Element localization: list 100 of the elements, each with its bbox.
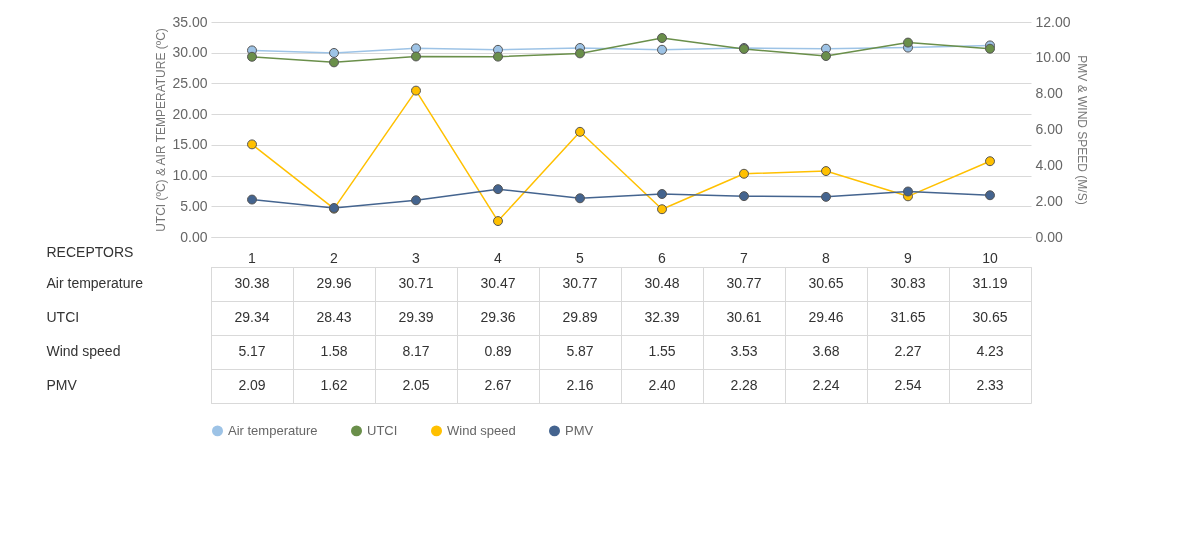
data-label: 8.17 <box>402 343 430 359</box>
data-label: 29.34 <box>234 309 270 325</box>
y-tick-label: 10.00 <box>172 167 208 184</box>
data-label: 3.68 <box>812 343 840 359</box>
point <box>903 37 913 48</box>
point <box>903 186 913 197</box>
point <box>493 51 503 62</box>
data-label: 30.47 <box>480 275 516 291</box>
y2-tick-label: 6.00 <box>1035 121 1063 137</box>
point <box>739 191 749 202</box>
y2-tick-label: 12.00 <box>1035 13 1071 30</box>
point <box>575 126 585 137</box>
data-label: 30.61 <box>726 309 762 325</box>
legend-label: Air temperature <box>228 422 318 438</box>
data-label: 31.65 <box>890 309 926 325</box>
y-tick-label: 25.00 <box>172 74 208 91</box>
point <box>493 216 503 227</box>
data-label: 29.96 <box>316 275 352 291</box>
point <box>247 139 257 150</box>
data-label: 1.58 <box>320 343 348 359</box>
text: PMV <box>46 377 77 393</box>
y2-tick-label: 2.00 <box>1035 192 1063 209</box>
x-tick-label: 10 <box>982 249 998 266</box>
y2-tick-label: 4.00 <box>1035 156 1063 173</box>
data-label: 2.09 <box>238 377 266 393</box>
data-label: 29.39 <box>398 309 434 325</box>
x-tick-label: 2 <box>330 249 339 266</box>
data-label: 2.28 <box>730 377 758 393</box>
y-axis-title: UTCI (ºC) & AIR TEMPERATURE (ºC) <box>154 28 169 232</box>
point <box>657 44 667 55</box>
data-label: 29.46 <box>808 309 844 325</box>
text: Air temperature <box>46 275 143 291</box>
point <box>575 193 585 204</box>
point <box>411 85 421 96</box>
x-tick-label: 5 <box>576 249 585 266</box>
text: UTCI <box>46 309 80 325</box>
point <box>329 48 339 58</box>
data-label: 2.40 <box>648 377 676 393</box>
y2-axis-title: PMV & WIND SPEED (M/S) <box>1074 55 1089 205</box>
y2-tick-label: 8.00 <box>1035 85 1063 102</box>
point <box>821 51 831 61</box>
data-label: 2.54 <box>894 377 922 393</box>
point <box>657 204 667 215</box>
data-label: 28.43 <box>316 309 352 325</box>
data-label: 1.62 <box>320 377 348 393</box>
x-tick-label: 8 <box>822 249 831 266</box>
y-tick-label: 15.00 <box>172 136 208 153</box>
point <box>247 51 257 62</box>
y-tick-label: 35.00 <box>172 13 208 30</box>
y2-tick-label: 0.00 <box>1035 228 1063 245</box>
data-label: 2.16 <box>566 377 594 393</box>
legend-label: UTCI <box>367 422 398 438</box>
data-label: 0.89 <box>484 343 512 359</box>
y-tick-label: 5.00 <box>180 197 208 214</box>
point <box>821 166 831 177</box>
y2-tick-label: 10.00 <box>1035 49 1071 66</box>
y-tick-label: 0.00 <box>180 228 208 245</box>
legend-label: Wind speed <box>447 422 516 438</box>
data-label: 30.65 <box>808 275 844 291</box>
point <box>247 194 257 205</box>
data-label: 5.17 <box>238 343 266 359</box>
point <box>411 43 421 54</box>
data-label: 30.38 <box>234 275 270 291</box>
point <box>493 184 503 195</box>
point <box>657 33 667 43</box>
x-tick-label: 6 <box>658 249 667 266</box>
point <box>411 195 421 206</box>
x-tick-label: 4 <box>494 249 503 266</box>
point <box>411 51 421 62</box>
data-label: 2.24 <box>812 377 840 393</box>
x-tick-label: 1 <box>248 249 257 266</box>
x-axis-title: RECEPTORS <box>46 243 134 260</box>
data-label: 30.48 <box>644 275 680 291</box>
x-tick-label: 9 <box>904 249 913 266</box>
point <box>739 168 749 179</box>
y-tick-label: 30.00 <box>172 44 208 61</box>
point <box>985 190 995 201</box>
y-tick-label: 20.00 <box>172 105 208 122</box>
data-label: 31.19 <box>972 275 1008 291</box>
data-label: 3.53 <box>730 343 758 359</box>
data-label: 2.33 <box>976 377 1004 393</box>
data-label: 30.65 <box>972 309 1008 325</box>
data-label: 29.89 <box>562 309 598 325</box>
data-label: 30.83 <box>890 275 926 291</box>
x-tick-label: 3 <box>412 249 421 266</box>
text: Wind speed <box>46 343 121 359</box>
data-label: 30.77 <box>562 275 598 291</box>
data-label: 2.27 <box>894 343 922 359</box>
point <box>821 191 831 202</box>
data-label: 4.23 <box>976 343 1004 359</box>
data-label: 5.87 <box>566 343 594 359</box>
data-label: 29.36 <box>480 309 516 325</box>
point <box>985 156 995 167</box>
data-label: 2.67 <box>484 377 512 393</box>
x-tick-label: 7 <box>740 249 749 266</box>
point <box>329 57 339 68</box>
data-label: 30.77 <box>726 275 762 291</box>
data-label: 32.39 <box>644 309 680 325</box>
data-label: 2.05 <box>402 377 430 393</box>
data-label: 1.55 <box>648 343 676 359</box>
